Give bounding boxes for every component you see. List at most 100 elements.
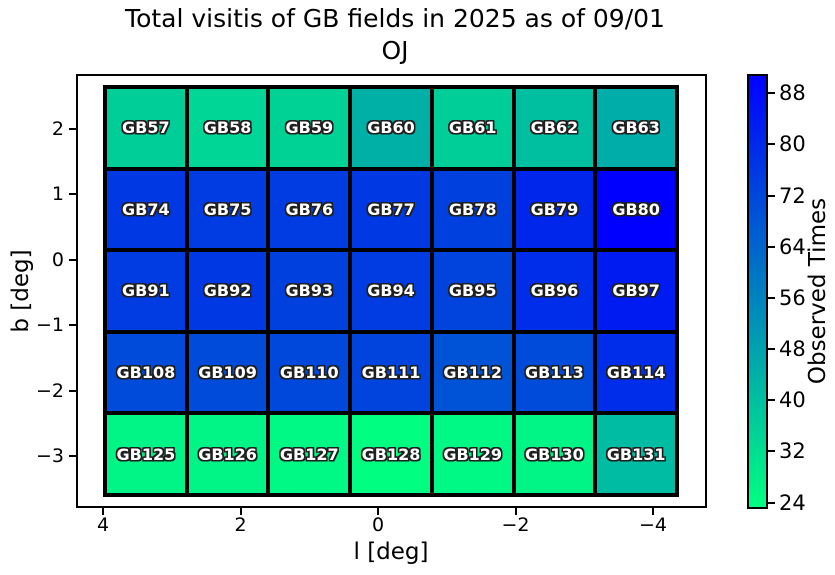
- heatmap-cell-GB126: GB126: [188, 415, 267, 493]
- heatmap-cell-GB130: GB130: [515, 415, 594, 493]
- cell-label: GB128: [361, 444, 421, 464]
- heatmap-cell-GB61: GB61: [433, 89, 512, 167]
- heatmap-cell-GB62: GB62: [515, 89, 594, 167]
- cell-label: GB131: [606, 444, 666, 464]
- cell-label: GB94: [367, 281, 415, 301]
- heatmap-cell-GB80: GB80: [597, 170, 675, 249]
- colorbar-tick-label: 48: [779, 337, 806, 362]
- cell-label: GB60: [367, 118, 415, 138]
- tick-mark: [652, 508, 654, 515]
- tick-mark: [768, 348, 775, 351]
- cell-label: GB112: [443, 363, 503, 383]
- tick-mark: [69, 258, 76, 261]
- cell-label: GB77: [367, 199, 415, 219]
- x-axis-label: l [deg]: [353, 539, 429, 565]
- heatmap-cell-GB125: GB125: [107, 415, 185, 493]
- cell-label: GB62: [530, 118, 579, 138]
- cell-label: GB111: [361, 363, 421, 383]
- cell-label: GB95: [448, 281, 497, 301]
- colorbar: [747, 74, 768, 509]
- y-tick-label: 2: [51, 118, 64, 140]
- colorbar-tick-label: 24: [779, 490, 806, 515]
- tick-mark: [768, 143, 775, 146]
- x-tick-label: −2: [501, 514, 530, 536]
- colorbar-tick-label: 56: [779, 285, 806, 310]
- cell-label: GB75: [203, 199, 252, 219]
- heatmap-cell-GB92: GB92: [188, 252, 267, 330]
- heatmap-cell-GB113: GB113: [515, 333, 594, 412]
- heatmap-cell-GB79: GB79: [515, 170, 594, 249]
- cell-label: GB80: [612, 199, 660, 219]
- cell-label: GB57: [122, 118, 170, 138]
- y-tick-label: 0: [51, 248, 64, 271]
- heatmap-cell-GB63: GB63: [597, 89, 675, 167]
- colorbar-tick-label: 64: [779, 234, 806, 259]
- y-tick-label: −3: [35, 445, 64, 467]
- colorbar-tick-label: 72: [779, 183, 806, 208]
- tick-mark: [69, 193, 76, 196]
- tick-mark: [377, 508, 379, 515]
- heatmap-cell-GB108: GB108: [107, 333, 185, 412]
- tick-mark: [239, 508, 242, 515]
- heatmap-cell-GB93: GB93: [270, 252, 349, 330]
- heatmap-cell-GB128: GB128: [352, 415, 430, 493]
- cell-label: GB79: [530, 199, 579, 219]
- cell-label: GB109: [198, 363, 257, 383]
- tick-mark: [69, 389, 76, 392]
- cell-label: GB76: [285, 199, 334, 219]
- tick-mark: [69, 128, 76, 130]
- colorbar-tick-label: 80: [779, 132, 806, 157]
- tick-mark: [768, 501, 775, 504]
- tick-mark: [514, 508, 517, 515]
- cell-label: GB96: [530, 281, 579, 301]
- colorbar-tick-label: 88: [779, 81, 806, 106]
- heatmap-cell-GB112: GB112: [433, 333, 512, 412]
- heatmap-cell-GB96: GB96: [515, 252, 594, 330]
- heatmap-cell-GB59: GB59: [270, 89, 349, 167]
- cell-label: GB130: [525, 444, 584, 464]
- cell-label: GB93: [285, 281, 334, 301]
- colorbar-tick-label: 40: [779, 388, 806, 413]
- cell-label: GB108: [116, 363, 176, 383]
- cell-label: GB126: [198, 444, 257, 464]
- heatmap-cell-GB78: GB78: [433, 170, 512, 249]
- tick-mark: [768, 450, 775, 453]
- heatmap-cell-GB97: GB97: [597, 252, 675, 330]
- heatmap-cell-GB111: GB111: [352, 333, 430, 412]
- cell-label: GB63: [612, 118, 660, 138]
- cell-label: GB58: [203, 118, 252, 138]
- tick-mark: [768, 296, 775, 299]
- cell-label: GB74: [122, 199, 170, 219]
- cell-label: GB78: [448, 199, 497, 219]
- heatmap-cell-GB57: GB57: [107, 89, 185, 167]
- heatmap-cell-GB95: GB95: [433, 252, 512, 330]
- heatmap-cell-GB94: GB94: [352, 252, 430, 330]
- cell-label: GB61: [448, 118, 497, 138]
- heatmap-cell-GB76: GB76: [270, 170, 349, 249]
- heatmap-cell-GB129: GB129: [433, 415, 512, 493]
- heatmap-grid: GB57 GB58 GB59 GB60 GB61 GB62 GB63 GB74 GB75 GB76…: [103, 85, 679, 497]
- cell-label: GB92: [203, 281, 252, 301]
- heatmap-cell-GB110: GB110: [270, 333, 349, 412]
- heatmap-cell-GB114: GB114: [597, 333, 675, 412]
- chart-subtitle: OJ: [381, 36, 409, 65]
- heatmap-cell-GB60: GB60: [352, 89, 430, 167]
- tick-mark: [69, 455, 76, 457]
- heatmap-cell-GB91: GB91: [107, 252, 185, 330]
- heatmap-cell-GB74: GB74: [107, 170, 185, 249]
- x-tick-label: 2: [234, 514, 247, 536]
- tick-mark: [768, 245, 775, 248]
- heatmap-cell-GB109: GB109: [188, 333, 267, 412]
- tick-mark: [102, 508, 104, 515]
- cell-label: GB129: [443, 444, 503, 464]
- cell-label: GB114: [606, 363, 666, 383]
- y-tick-label: −1: [35, 314, 64, 337]
- tick-mark: [69, 324, 76, 327]
- tick-mark: [768, 92, 775, 95]
- heatmap-cell-GB58: GB58: [188, 89, 267, 167]
- cell-label: GB127: [279, 444, 339, 464]
- y-tick-label: −2: [35, 379, 64, 402]
- cell-label: GB59: [285, 118, 334, 138]
- x-tick-label: 0: [371, 514, 385, 536]
